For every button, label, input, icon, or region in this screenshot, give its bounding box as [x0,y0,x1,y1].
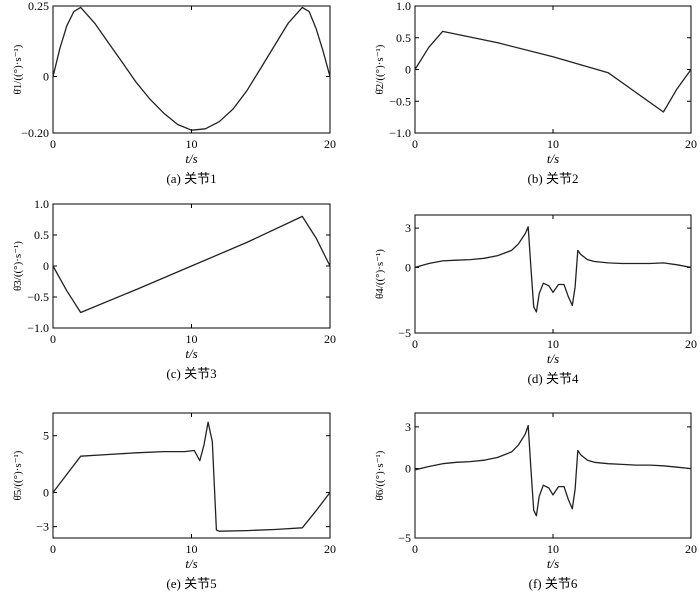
y-tick-label: −1.0 [27,321,49,335]
chart-panel-3: 0 10 20 −1.0 −0.5 0 0.5 1.0 t/s θ̇3/((°)·s⁻¹) (c) … [12,197,336,381]
y-tick-label: −0.5 [389,94,411,108]
plot-frame [414,412,692,539]
panel-caption: (e) 关节5 [166,576,216,591]
x-tick-label: 20 [685,137,697,151]
x-tick-label: 20 [324,542,336,556]
y-tick-label: 0.5 [34,228,49,242]
x-tick-label: 0 [412,542,418,556]
plot-frame [414,214,692,334]
y-tick-label: 1.0 [34,197,49,211]
x-tick-label: 0 [50,542,56,556]
x-tick-label: 20 [685,542,697,556]
y-axis-label: θ̇1/((°)·s⁻¹) [12,44,24,94]
y-tick-label: 0.25 [28,0,49,13]
data-series-line [414,424,692,517]
x-axis-label: t/s [547,151,559,166]
y-axis-label: θ̇4/((°)·s⁻¹) [374,249,386,299]
y-tick-label: 5 [43,429,49,443]
y-tick-label: −3 [36,520,49,534]
y-tick-label: 0 [405,63,411,77]
x-tick-label: 10 [186,137,198,151]
x-tick-label: 0 [50,332,56,346]
data-series-line [414,226,692,313]
y-axis-label: θ̇5/((°)·s⁻¹) [12,450,24,500]
y-tick-label: 0.5 [396,31,411,45]
x-tick-label: 10 [547,137,559,151]
y-tick-label: −0.5 [27,290,49,304]
y-tick-label: 0 [405,462,411,476]
y-tick-label: 0 [43,70,49,84]
x-tick-label: 0 [412,137,418,151]
x-axis-label: t/s [547,351,559,366]
y-tick-label: 3 [405,420,411,434]
data-series-line [52,421,331,532]
chart-panel-2: 0 10 20 −1.0 −0.5 0 0.5 1.0 t/s θ̇2/((°)·s⁻¹) (b) … [374,0,697,186]
y-axis-label: θ̇6/((°)·s⁻¹) [374,450,386,500]
panel-caption: (b) 关节2 [528,171,579,186]
x-axis-label: t/s [185,151,197,166]
y-tick-label: −5 [398,326,411,340]
y-axis-label: θ̇2/((°)·s⁻¹) [374,44,386,94]
data-series-line [52,215,331,314]
y-tick-label: −1.0 [389,126,411,140]
y-tick-label: 0 [43,486,49,500]
x-tick-label: 20 [685,337,697,351]
y-tick-label: −5 [398,531,411,545]
x-tick-label: 20 [324,332,336,346]
x-axis-label: t/s [547,556,559,571]
data-series-line [52,6,331,131]
panel-caption: (d) 关节4 [528,371,579,386]
x-tick-label: 10 [186,332,198,346]
x-tick-label: 0 [50,137,56,151]
plot-frame [414,5,692,134]
y-tick-label: 0 [405,260,411,274]
plot-frame [52,5,331,134]
x-axis-label: t/s [185,556,197,571]
data-series-line [414,30,692,113]
x-tick-label: 10 [547,337,559,351]
y-axis-label: θ̇3/((°)·s⁻¹) [12,241,24,291]
panel-caption: (f) 关节6 [529,576,578,591]
x-axis-label: t/s [185,346,197,361]
panel-caption: (c) 关节3 [166,366,216,381]
x-tick-label: 10 [186,542,198,556]
panel-caption: (a) 关节1 [166,171,216,186]
plot-frame [52,412,331,539]
y-tick-label: 0 [43,259,49,273]
y-tick-label: −0.20 [21,126,49,140]
y-tick-label: 3 [405,221,411,235]
y-tick-label: 1.0 [396,0,411,13]
x-tick-label: 20 [324,137,336,151]
x-tick-label: 10 [547,542,559,556]
x-tick-label: 0 [412,337,418,351]
